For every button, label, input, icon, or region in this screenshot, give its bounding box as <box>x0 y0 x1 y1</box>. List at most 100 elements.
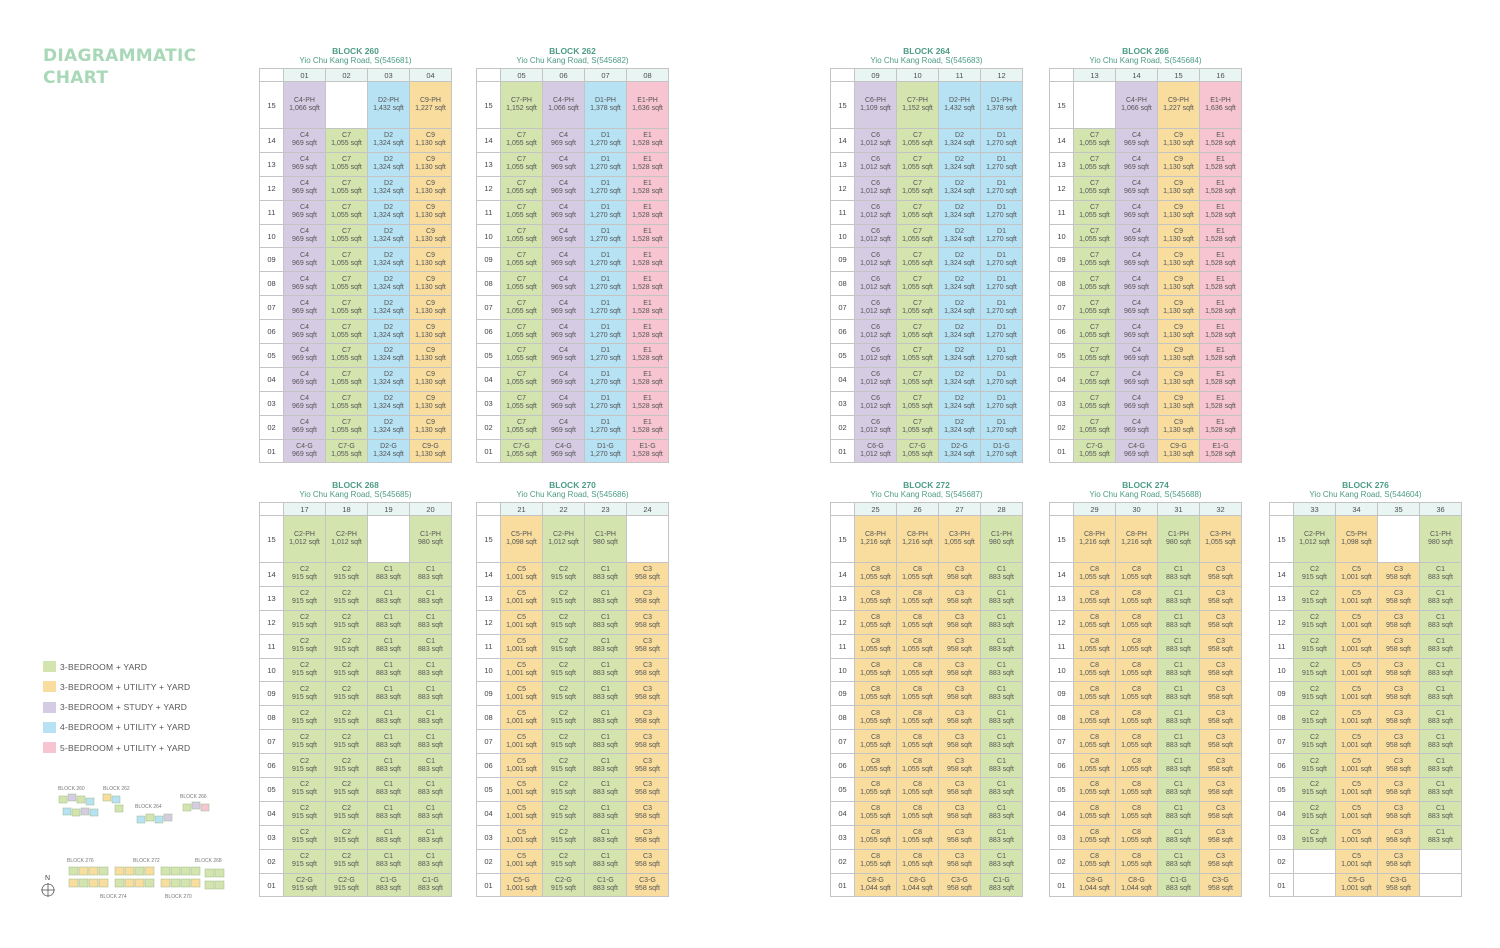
unit-area: 915 sqft <box>334 765 359 773</box>
unit-type: C8 <box>1090 781 1099 789</box>
unit-area: 915 sqft <box>551 789 576 797</box>
unit-cell: C7 1,055 sqft <box>896 414 939 440</box>
unit-area: 969 sqft <box>292 140 317 148</box>
unit-type: E1 <box>643 132 652 140</box>
stack-number: 03 <box>367 68 410 82</box>
unit-cell: D1 1,270 sqft <box>584 247 627 273</box>
unit-type: C8 <box>913 829 922 837</box>
legend-label: 3-BEDROOM + YARD <box>60 661 148 672</box>
unit-area: 1,055 sqft <box>902 451 933 459</box>
unit-area: 1,001 sqft <box>506 741 537 749</box>
unit-type: C3 <box>1216 781 1225 789</box>
unit-area: 1,012 sqft <box>331 539 362 546</box>
unit-cell: C5-G 1,001 sqft <box>1335 872 1378 898</box>
unit-type: C3 <box>1216 638 1225 646</box>
unit-type: C4 <box>559 275 568 283</box>
unit-type: C7 <box>913 395 922 403</box>
floor-label: 09 <box>259 247 284 273</box>
unit-cell: C5 1,001 sqft <box>1335 609 1378 635</box>
unit-area: 1,270 sqft <box>986 451 1017 459</box>
unit-cell: C1 883 sqft <box>1157 705 1200 731</box>
unit-type: C1 <box>1436 781 1445 789</box>
unit-area: 1,066 sqft <box>289 105 320 112</box>
unit-area: 1,055 sqft <box>860 765 891 773</box>
block-274: BLOCK 274 Yio Chu Kang Road, S(545688) 29 3… <box>1049 480 1242 898</box>
stack-number: 32 <box>1199 502 1242 516</box>
unit-type: C1 <box>1174 829 1183 837</box>
floor-label: 05 <box>476 343 501 368</box>
unit-cell: C5 1,001 sqft <box>500 777 543 802</box>
unit-cell: C1-PH 980 sqft <box>409 515 452 563</box>
unit-type: C6-G <box>867 443 884 451</box>
unit-area: 915 sqft <box>1302 598 1327 606</box>
unit-area: 1,001 sqft <box>1341 765 1372 773</box>
unit-type: C3 <box>955 757 964 765</box>
unit-cell: C7-PH 1,152 sqft <box>500 81 543 129</box>
unit-type: D2 <box>955 180 964 188</box>
floor-label: 12 <box>830 609 855 635</box>
unit-cell: C7 1,055 sqft <box>896 271 939 297</box>
unit-area: 915 sqft <box>551 861 576 869</box>
unit-cell: C3-G 958 sqft <box>1199 872 1242 898</box>
unit-type: C2 <box>342 781 351 789</box>
unit-cell: C8 1,055 sqft <box>1115 681 1158 707</box>
unit-cell: D2 1,324 sqft <box>938 247 981 273</box>
unit-type: C1 <box>384 662 393 669</box>
unit-type: C4-PH <box>552 97 574 104</box>
unit-area: 1,528 sqft <box>632 427 663 435</box>
unit-area: 1,055 sqft <box>902 164 933 172</box>
unit-area: 1,001 sqft <box>1341 837 1372 845</box>
unit-type: C2 <box>300 853 309 861</box>
unit-type: D1 <box>997 395 1006 403</box>
unit-cell: C4 969 sqft <box>283 128 326 153</box>
unit-area: 1,324 sqft <box>373 140 404 148</box>
unit-type: E1 <box>643 323 652 331</box>
unit-cell: C3 958 sqft <box>626 681 669 707</box>
unit-type: C1 <box>1436 590 1445 598</box>
unit-type: C9 <box>1174 323 1183 331</box>
unit-area: 1,130 sqft <box>415 212 446 220</box>
unit-area: 1,432 sqft <box>373 105 404 112</box>
unit-type: C3 <box>1216 685 1225 693</box>
unit-area: 915 sqft <box>334 717 359 725</box>
unit-cell: C4 969 sqft <box>542 151 585 177</box>
unit-area: 1,012 sqft <box>860 307 891 315</box>
unit-type: C2 <box>559 853 568 861</box>
unit-cell: C8 1,055 sqft <box>896 848 939 874</box>
unit-type: C3 <box>643 733 652 741</box>
unit-cell: E1 1,528 sqft <box>626 128 669 153</box>
unit-area: 958 sqft <box>947 789 972 797</box>
floor-label: 12 <box>1049 175 1074 201</box>
unit-area: 883 sqft <box>1166 789 1191 797</box>
floor-label: 02 <box>830 848 855 874</box>
unit-cell: E1-G 1,528 sqft <box>626 438 669 464</box>
unit-cell: C4 969 sqft <box>542 390 585 416</box>
floor-label: 11 <box>1049 633 1074 659</box>
unit-cell: C1 883 sqft <box>409 777 452 802</box>
unit-grid: 09 10 11 12 15 C6-PH 1,109 sqft C7-PH 1,152 sqft… <box>830 68 1023 464</box>
unit-area: 1,055 sqft <box>860 717 891 725</box>
unit-area: 1,055 sqft <box>902 670 933 677</box>
unit-cell: C1-PH 980 sqft <box>584 515 627 563</box>
unit-area: 1,270 sqft <box>590 236 621 243</box>
unit-type: D1-G <box>597 443 614 451</box>
floor-label: 15 <box>476 81 501 129</box>
unit-type: C2 <box>559 614 568 622</box>
unit-type: E1 <box>643 347 652 355</box>
unit-cell: C2 915 sqft <box>1293 609 1336 635</box>
unit-cell: C4 969 sqft <box>1115 223 1158 249</box>
unit-cell: C1 883 sqft <box>584 824 627 850</box>
unit-type: C1 <box>1436 685 1445 693</box>
unit-area: 915 sqft <box>551 693 576 701</box>
legend-item: 3-BEDROOM + STUDY + YARD <box>43 701 190 714</box>
unit-type: E1 <box>643 371 652 379</box>
keyplan-label-276: BLOCK 276 <box>67 858 94 864</box>
unit-type: D1 <box>601 371 610 379</box>
unit-area: 1,528 sqft <box>1205 236 1236 243</box>
floor-label: 02 <box>830 414 855 440</box>
unit-type: C7 <box>1090 371 1099 379</box>
floor-label: 02 <box>476 848 501 874</box>
unit-type: C1-G <box>993 877 1010 885</box>
block-name: BLOCK 274 <box>1122 480 1169 490</box>
unit-type: C1 <box>426 638 435 646</box>
